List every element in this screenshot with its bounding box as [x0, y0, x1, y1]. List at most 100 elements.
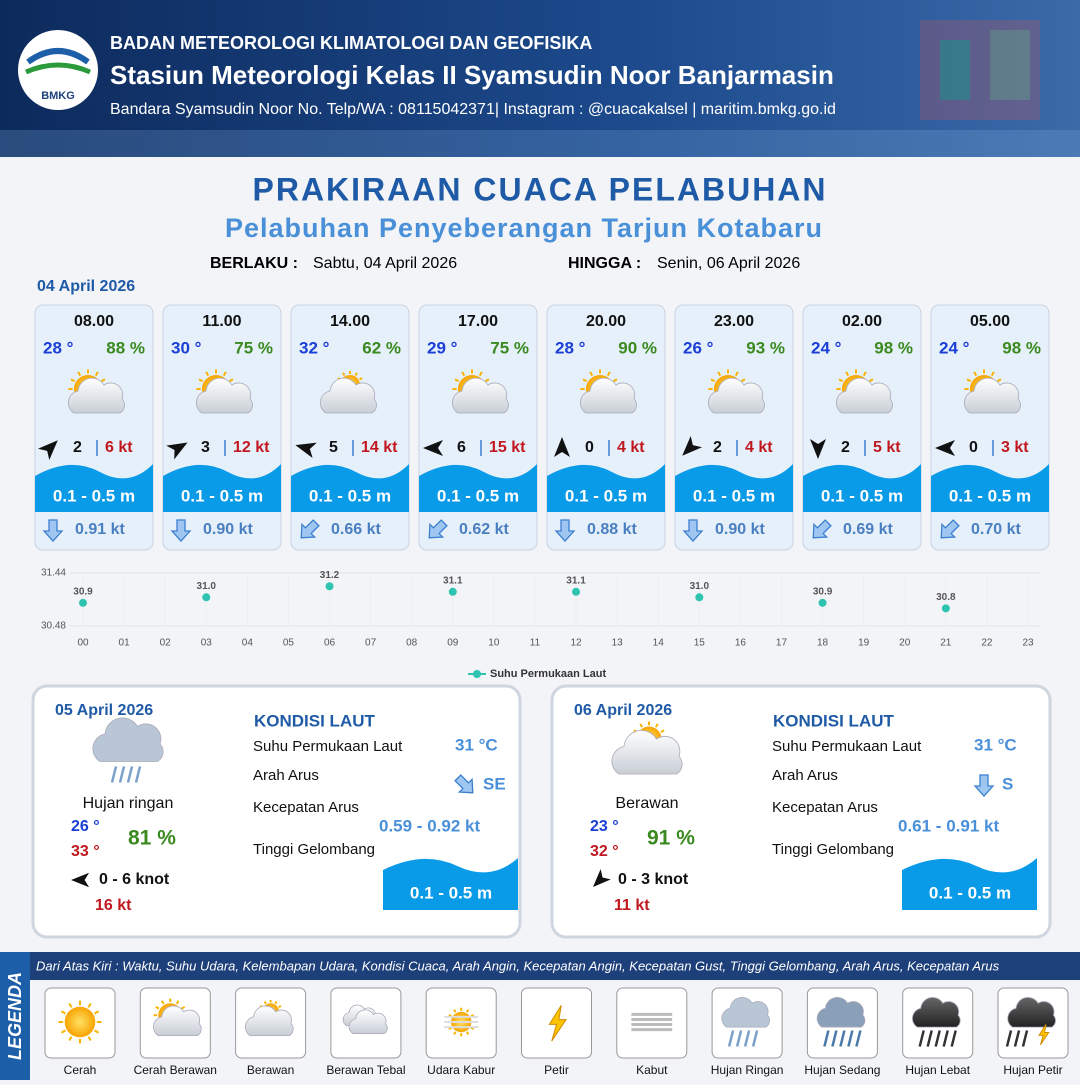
current-speed: 0.61 - 0.91 kt	[898, 816, 999, 835]
wind: 0 - 3 knot	[618, 871, 689, 888]
sun-ray	[453, 1009, 457, 1013]
sun-ray	[478, 371, 483, 377]
temp-min: 26 °	[71, 818, 100, 835]
wave-height: 0.1 - 0.5 m	[410, 883, 492, 902]
sst-point	[448, 587, 457, 596]
gust: 3 kt	[1001, 439, 1029, 456]
wave-height: 0.1 - 0.5 m	[929, 883, 1011, 902]
weather-icon	[611, 721, 683, 775]
value-label: 30.8	[936, 592, 956, 603]
from-label: BERLAKU :	[210, 255, 298, 272]
temperature: 24 °	[939, 338, 970, 357]
cloud	[963, 377, 1021, 414]
value-label: 30.9	[73, 586, 93, 597]
y-tick-label: 30.48	[41, 621, 66, 632]
value-label: 30.9	[813, 586, 833, 597]
sun-ray	[465, 1009, 470, 1013]
legend-item: Berawan Tebal	[326, 1063, 405, 1077]
sun-ray	[100, 378, 106, 383]
temperature: 26 °	[683, 338, 714, 357]
wind-speed: 3	[201, 439, 210, 456]
sun-ray	[582, 378, 588, 383]
sun-ray	[734, 371, 739, 377]
dir-label: Arah Arus	[772, 767, 838, 784]
sun-ray	[222, 371, 227, 377]
rain	[823, 1030, 830, 1047]
x-tick-label: 11	[530, 638, 541, 649]
sst-point	[695, 593, 704, 602]
current-speed: 0.91 kt	[75, 521, 125, 538]
day-date: 06 April 2026	[574, 702, 672, 719]
wind-arrow	[592, 869, 611, 888]
wave-height: 0.1 - 0.5 m	[821, 486, 903, 505]
legend-item: Kabut	[636, 1063, 668, 1077]
humidity: 88 %	[106, 338, 145, 357]
wind-arrow	[554, 437, 570, 457]
wind-arrow	[166, 442, 188, 460]
current-dir: S	[1002, 774, 1013, 793]
header-decor	[0, 20, 1080, 157]
weather-icon	[319, 371, 377, 414]
sun-ray	[354, 372, 358, 376]
sun-ray	[838, 378, 844, 383]
temp-min: 23 °	[590, 818, 619, 835]
sun-ray	[70, 378, 76, 383]
rain	[743, 1030, 751, 1047]
sun-ray	[60, 1029, 66, 1034]
weather-icon	[195, 369, 253, 414]
time: 05.00	[970, 313, 1010, 330]
gust: 14 kt	[361, 439, 398, 456]
y-tick-label: 31.44	[41, 568, 66, 579]
temperature: 29 °	[427, 338, 458, 357]
sun-ray	[359, 377, 363, 381]
sun-ray	[660, 729, 665, 733]
cloud	[153, 1005, 202, 1036]
weather-icon	[579, 369, 637, 414]
sun-ray	[278, 1004, 282, 1008]
rain	[1013, 1030, 1021, 1047]
legend-tab	[0, 952, 30, 1080]
sun-ray	[461, 371, 466, 377]
x-tick-label: 02	[160, 638, 172, 649]
value-label: 31.0	[690, 581, 710, 592]
rain	[118, 766, 126, 783]
x-tick-label: 15	[694, 638, 706, 649]
sun-ray	[274, 1000, 278, 1005]
sun-ray	[484, 378, 490, 383]
sun-ray	[181, 1006, 186, 1010]
time: 02.00	[842, 313, 882, 330]
speed-label: Kecepatan Arus	[253, 799, 359, 816]
cloud	[1007, 997, 1056, 1028]
weather-icon	[548, 1005, 567, 1042]
weather-icon	[67, 369, 125, 414]
sun-ray	[60, 1010, 66, 1015]
current-arrow	[454, 774, 474, 794]
weather-icon	[1005, 997, 1056, 1047]
sun-ray	[717, 371, 722, 377]
x-tick-label: 12	[570, 638, 582, 649]
rain	[839, 1030, 846, 1047]
x-tick-label: 01	[119, 638, 131, 649]
x-tick-label: 10	[488, 638, 500, 649]
sun-ray	[454, 378, 460, 383]
legend-item: Hujan Sedang	[804, 1063, 880, 1077]
wind-speed: 5	[329, 439, 338, 456]
wind-arrow	[295, 442, 317, 459]
time: 23.00	[714, 313, 754, 330]
gust: 12 kt	[233, 439, 270, 456]
sun-ray	[68, 1036, 73, 1042]
weather-icon	[721, 997, 770, 1047]
humidity: 81 %	[128, 827, 176, 850]
temperature: 24 °	[811, 338, 842, 357]
sea-title: KONDISI LAUT	[773, 711, 895, 730]
x-tick-label: 06	[324, 638, 336, 649]
rain	[847, 1030, 854, 1047]
rain	[727, 1030, 735, 1047]
weather-icon	[835, 369, 893, 414]
temperature: 32 °	[299, 338, 330, 357]
wave-band	[419, 464, 537, 512]
weather-icon	[244, 999, 294, 1036]
current-dir: SE	[483, 774, 506, 793]
wind-speed: 2	[841, 439, 850, 456]
time: 17.00	[458, 313, 498, 330]
